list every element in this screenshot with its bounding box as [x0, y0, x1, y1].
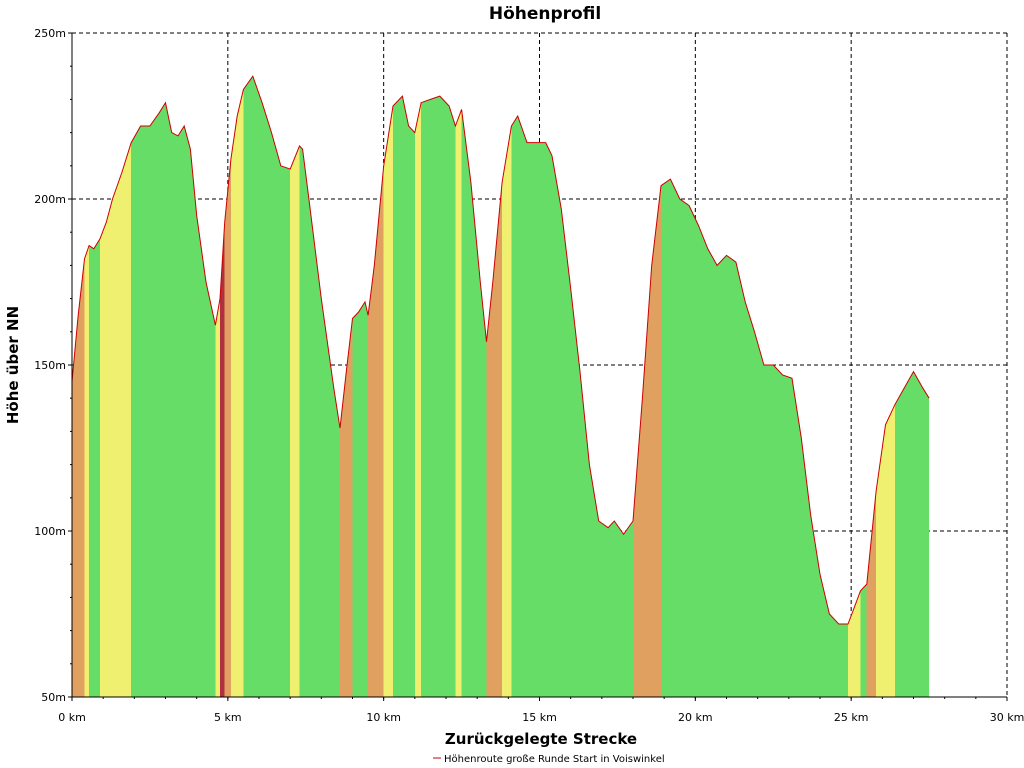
y-tick-label: 150m — [34, 359, 66, 372]
legend-entry: Höhenroute große Runde Start in Voiswink… — [444, 754, 665, 765]
x-tick-label: 5 km — [214, 711, 242, 724]
y-axis-title: Höhe über NN — [4, 306, 22, 424]
chart-title: Höhenprofil — [489, 4, 601, 24]
x-tick-label: 30 km — [990, 711, 1024, 724]
x-tick-label: 0 km — [58, 711, 86, 724]
y-tick-label: 200m — [34, 193, 66, 206]
y-tick-label: 250m — [34, 27, 66, 40]
series-line — [71, 75, 930, 625]
x-tick-label: 25 km — [834, 711, 869, 724]
x-tick-label: 20 km — [678, 711, 713, 724]
x-axis-title: Zurückgelegte Strecke — [445, 730, 637, 748]
x-tick-label: 15 km — [522, 711, 557, 724]
y-tick-labels: 50m 100m 150m 200m 250m — [34, 27, 72, 704]
x-tick-labels: 0 km 5 km 10 km 15 km 20 km 25 km 30 km — [58, 697, 1024, 724]
y-tick-label: 50m — [41, 691, 66, 704]
x-tick-label: 10 km — [366, 711, 401, 724]
elevation-area — [72, 76, 930, 697]
legend: Höhenroute große Runde Start in Voiswink… — [433, 754, 665, 765]
y-tick-label: 100m — [34, 525, 66, 538]
